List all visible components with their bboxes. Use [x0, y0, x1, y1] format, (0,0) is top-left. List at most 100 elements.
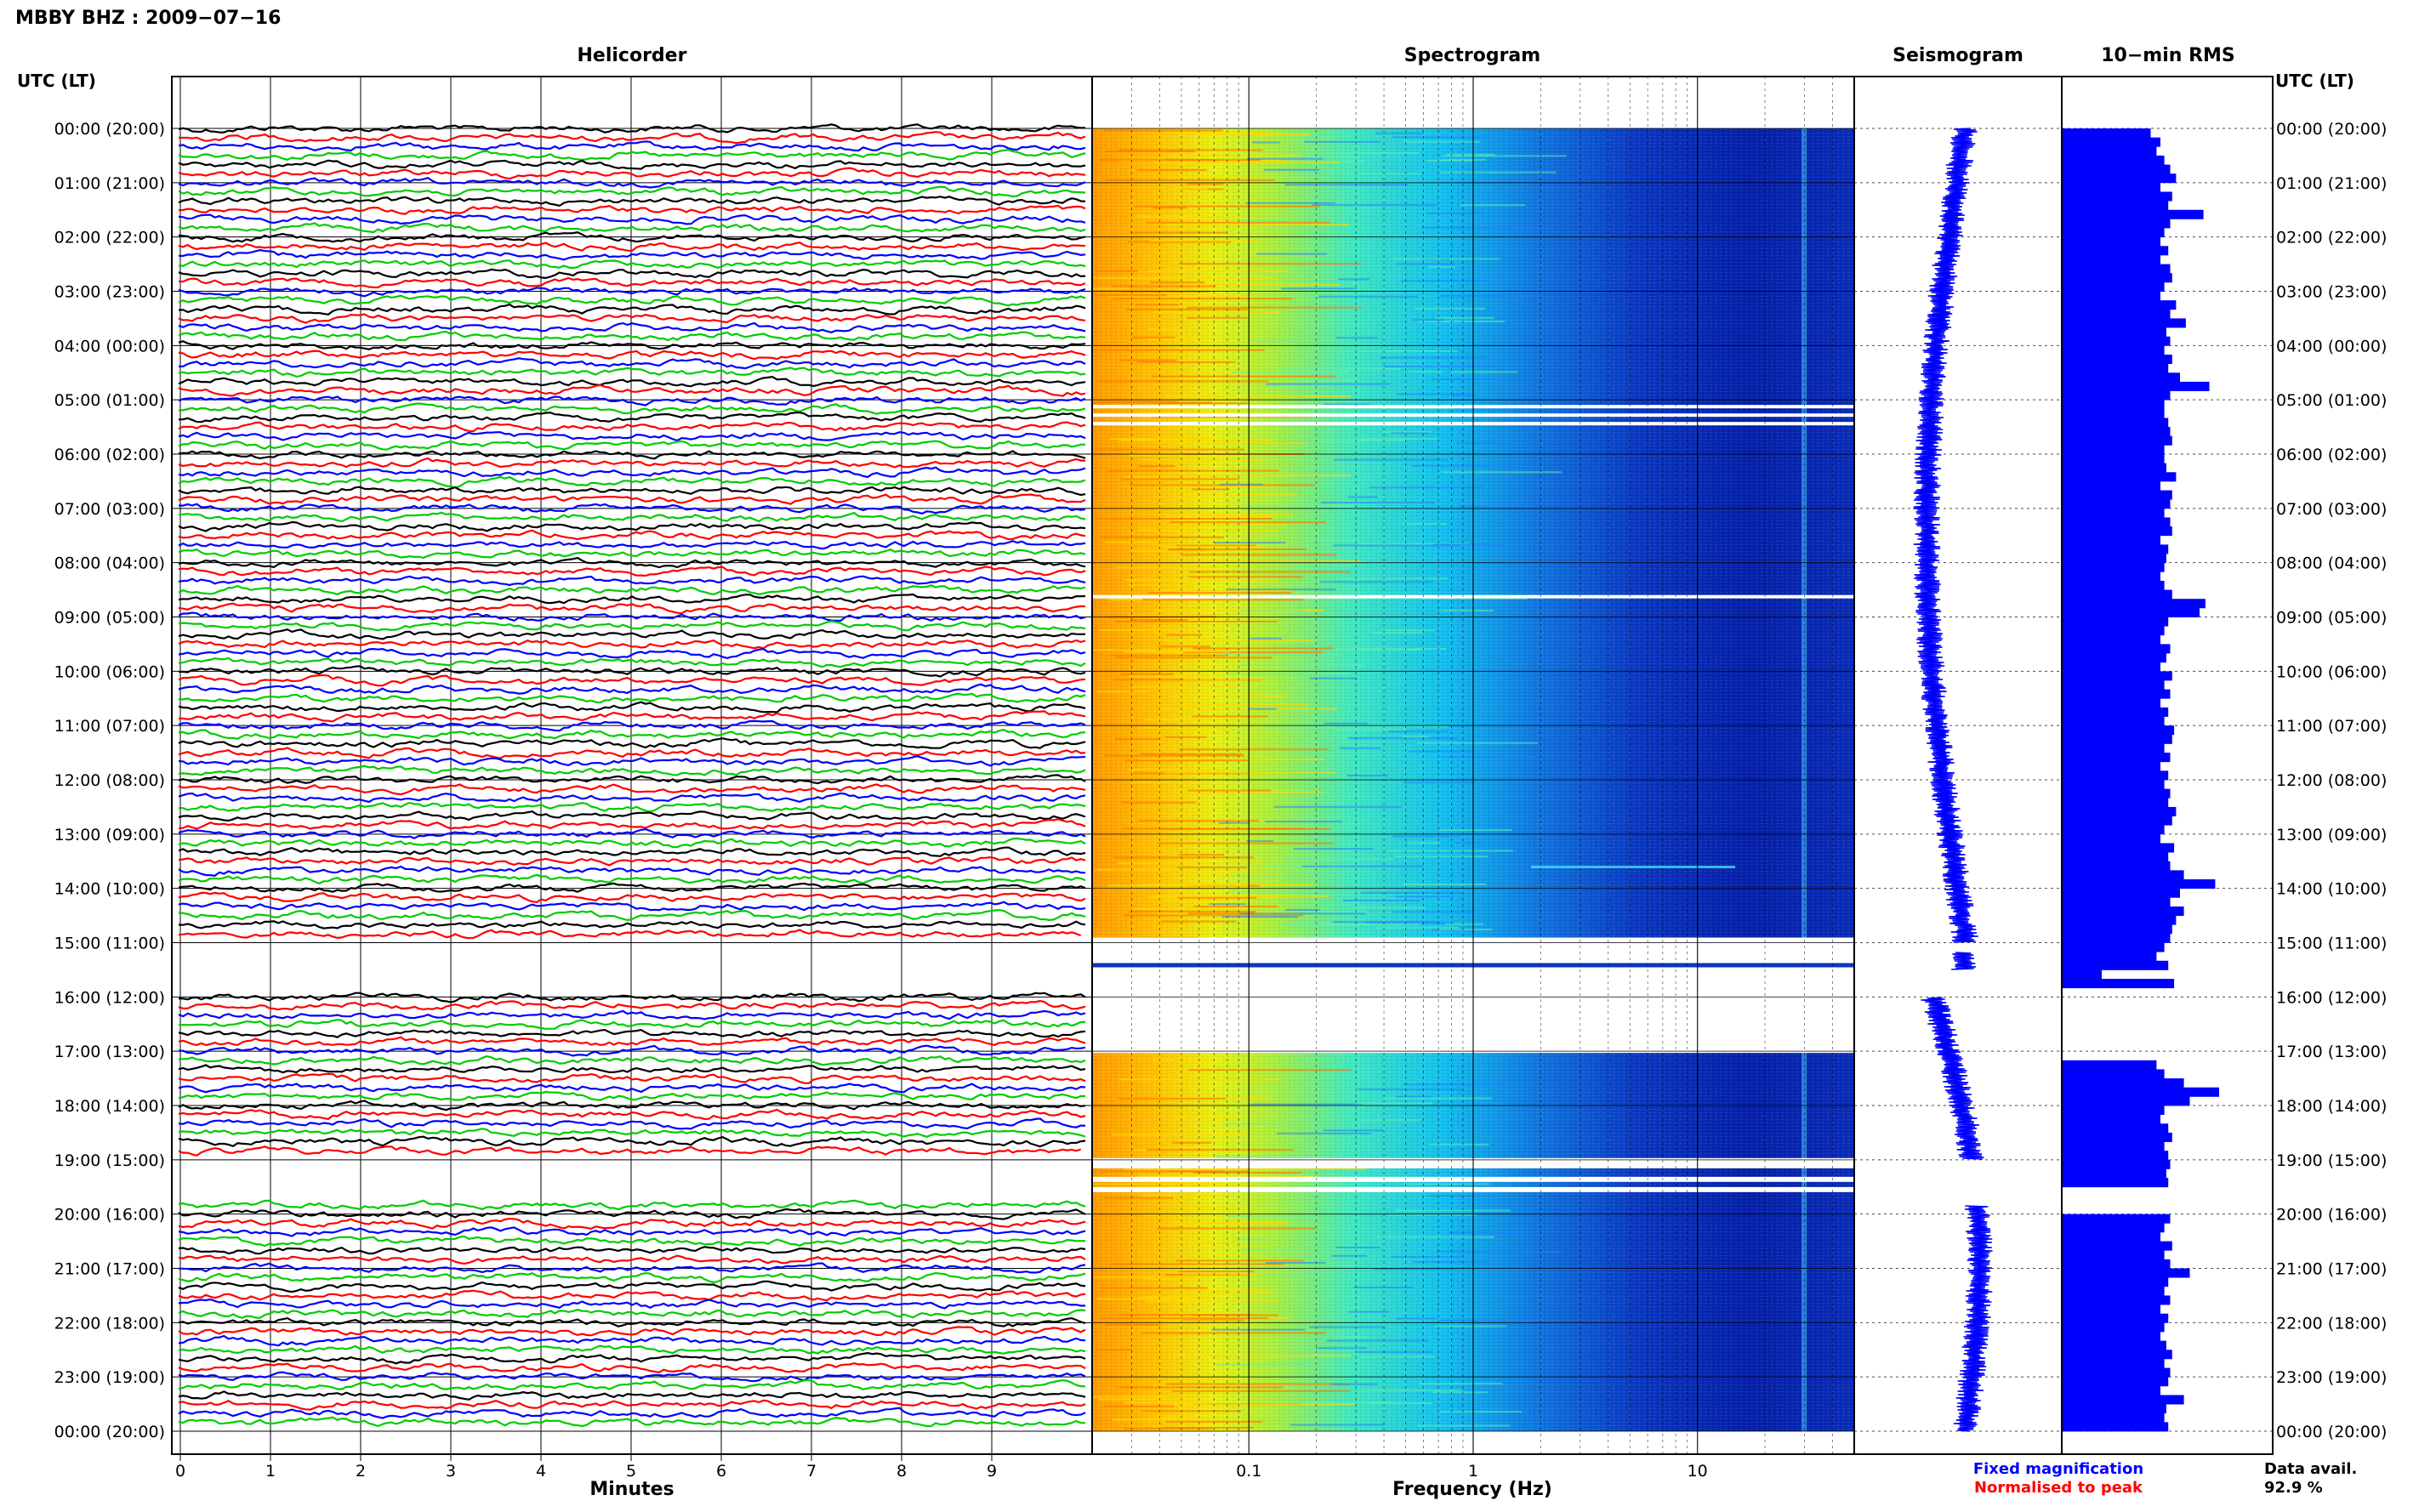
helicorder-trace — [178, 929, 1082, 940]
hour-label-left: 20:00 (16:00) — [54, 1206, 165, 1225]
helicorder-trace — [178, 548, 1086, 560]
helicorder-trace — [178, 493, 1086, 505]
rms-bar — [2063, 780, 2165, 790]
helicorder-trace — [178, 639, 1086, 650]
rms-bar — [2063, 1250, 2165, 1260]
helicorder-trace — [178, 330, 1086, 342]
rms-bar — [2063, 254, 2160, 264]
rms-bar — [2063, 209, 2204, 219]
helicorder-trace — [178, 177, 1086, 189]
helicorder-trace — [178, 213, 1086, 225]
hour-label-left: 15:00 (11:00) — [54, 935, 165, 953]
hour-label-left: 13:00 (09:00) — [54, 826, 165, 844]
rms-bar — [2063, 571, 2160, 582]
hour-label-right: 11:00 (07:00) — [2276, 717, 2387, 736]
hour-label-left: 03:00 (23:00) — [54, 283, 165, 302]
helicorder-trace — [178, 1351, 1086, 1365]
helicorder-trace — [178, 1344, 1086, 1355]
helicorder-trace — [178, 376, 1086, 388]
rms-bar — [2063, 734, 2172, 744]
helicorder-trace — [178, 466, 1086, 479]
rms-bar — [2063, 128, 2151, 139]
helicorder-trace — [178, 384, 1086, 397]
hour-label-left: 02:00 (22:00) — [54, 229, 165, 247]
rms-bar — [2063, 1087, 2219, 1097]
spectrogram-title: Spectrogram — [1404, 45, 1540, 66]
rms-title: 10−min RMS — [2101, 45, 2235, 66]
rms-bar — [2063, 309, 2171, 319]
helicorder-trace — [178, 395, 1086, 406]
rms-bar — [2063, 960, 2169, 970]
rms-bar — [2063, 906, 2184, 916]
minute-tick-label: 0 — [175, 1462, 185, 1481]
rms-bar — [2063, 1404, 2166, 1414]
hour-label-left: 00:00 (20:00) — [54, 120, 165, 139]
rms-bar — [2063, 852, 2169, 862]
helicorder-trace — [178, 992, 1086, 1003]
helicorder-trace — [178, 1018, 1085, 1030]
helicorder-trace — [178, 411, 1086, 423]
seismogram-trace — [1913, 128, 1993, 1432]
rms-bar — [2063, 806, 2177, 816]
rms-bar — [2063, 1060, 2157, 1070]
helicorder-trace — [178, 855, 1086, 867]
rms-bar — [2063, 788, 2171, 799]
rms-bar — [2063, 1385, 2160, 1395]
rms-bar — [2063, 291, 2160, 301]
helicorder-trace — [178, 873, 1086, 885]
helicorder-trace — [178, 1407, 1086, 1419]
helicorder-trace — [178, 908, 1086, 922]
helicorder-trace — [178, 647, 1086, 660]
hour-label-right: 07:00 (03:00) — [2276, 500, 2387, 519]
helicorder-trace — [178, 566, 1086, 577]
helicorder-trace — [178, 167, 1086, 180]
helicorder-trace — [178, 222, 1086, 234]
hour-label-left: 12:00 (08:00) — [54, 771, 165, 790]
rms-bar — [2063, 770, 2169, 781]
hour-label-left: 19:00 (15:00) — [54, 1151, 165, 1170]
rms-bar — [2063, 707, 2169, 717]
rms-bar — [2063, 725, 2175, 736]
helicorder-trace — [178, 719, 1086, 732]
rms-bar — [2063, 1268, 2190, 1278]
hour-label-right: 16:00 (12:00) — [2276, 988, 2387, 1007]
helicorder-trace — [178, 440, 1086, 451]
helicorder-trace — [178, 1090, 1086, 1101]
helicorder-trace — [178, 1271, 1086, 1284]
helicorder-trace — [178, 628, 1086, 640]
hour-label-right: 19:00 (15:00) — [2276, 1151, 2387, 1170]
rms-bar — [2063, 381, 2210, 391]
helicorder-trace — [178, 1036, 1086, 1047]
rms-bar — [2063, 589, 2172, 600]
helicorder-trace — [179, 1262, 1086, 1274]
hour-label-right: 03:00 (23:00) — [2276, 283, 2387, 302]
rms-bar — [2063, 897, 2171, 907]
hour-label-right: 10:00 (06:00) — [2276, 662, 2387, 681]
rms-bar — [2063, 634, 2160, 645]
helicorder-trace — [178, 1334, 1086, 1347]
rms-bar — [2063, 1159, 2171, 1169]
rms-bar — [2063, 480, 2160, 491]
helicorder-trace — [178, 421, 1086, 433]
rms-bar — [2063, 1231, 2160, 1242]
rms-bar — [2063, 1141, 2165, 1151]
helicorder-trace — [178, 1044, 1086, 1057]
rms-bar — [2063, 164, 2171, 174]
helicorder-trace — [178, 1083, 1086, 1094]
helicorder-trace — [178, 457, 1086, 469]
hour-label-right: 00:00 (20:00) — [2276, 1423, 2387, 1441]
rms-bar — [2063, 761, 2160, 771]
helicorder-trace — [178, 1128, 1086, 1138]
hour-label-right: 02:00 (22:00) — [2276, 229, 2387, 247]
hour-label-right: 21:00 (17:00) — [2276, 1260, 2387, 1279]
rms-bar — [2063, 354, 2172, 365]
helicorder-trace — [178, 674, 1086, 687]
minute-tick-label: 8 — [896, 1462, 907, 1481]
helicorder-trace — [178, 611, 1086, 622]
rms-bar — [2063, 372, 2180, 383]
helicorder-trace — [178, 1226, 1086, 1237]
minute-tick-label: 1 — [265, 1462, 276, 1481]
helicorder-trace — [178, 1117, 1086, 1130]
helicorder-trace — [178, 818, 1086, 830]
hour-label-left: 14:00 (10:00) — [54, 880, 165, 899]
